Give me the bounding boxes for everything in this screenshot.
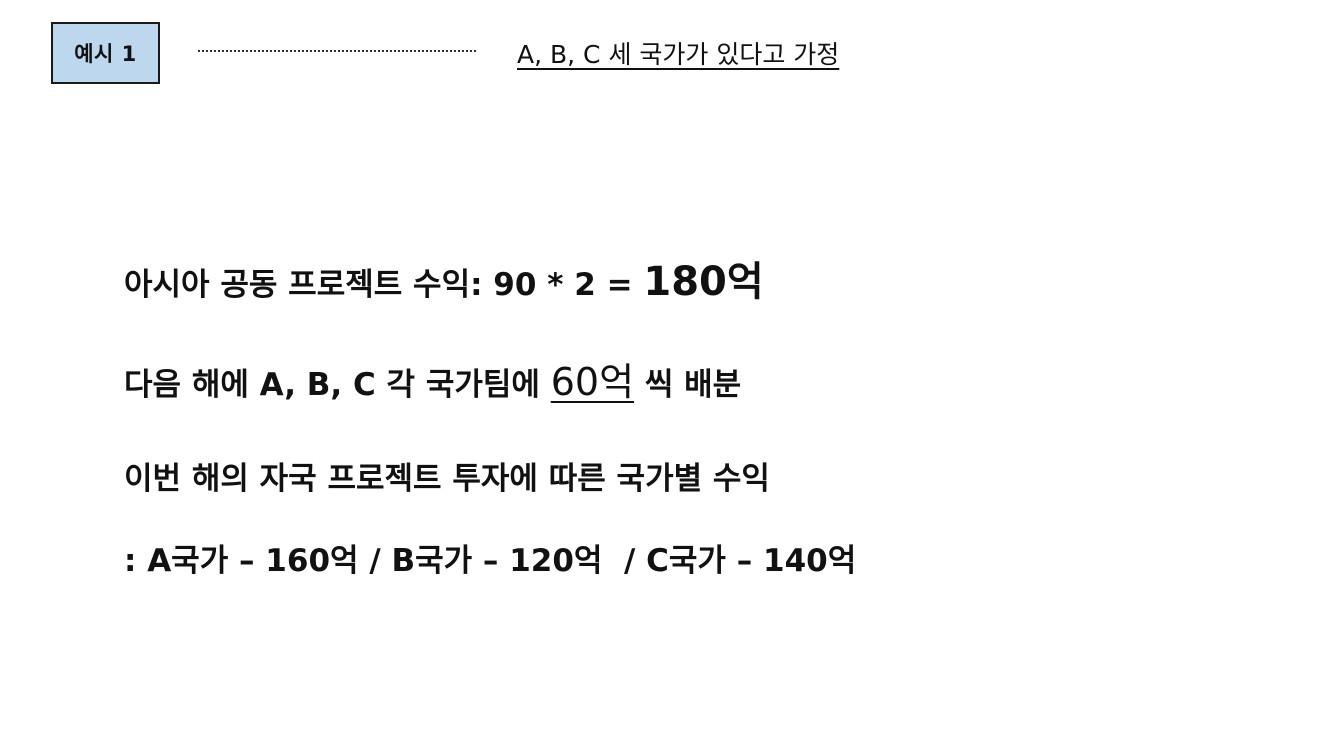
joint-project-revenue-line: 아시아 공동 프로젝트 수익: 90 * 2 = 180억: [124, 258, 764, 306]
distribution-line: 다음 해에 A, B, C 각 국가팀에 60억 씩 배분: [124, 360, 741, 406]
national-revenue-values: : A국가 – 160억 / B국가 – 120억 / C국가 – 140억: [124, 543, 857, 579]
distribution-prefix: 다음 해에 A, B, C 각 국가팀에: [124, 367, 551, 403]
example-tag: 예시 1: [51, 22, 160, 84]
joint-project-revenue-text: 아시아 공동 프로젝트 수익: 90 * 2 =: [124, 267, 644, 303]
assumption-note: A, B, C 세 국가가 있다고 가정: [517, 40, 840, 69]
dotted-connector: [198, 50, 476, 52]
national-revenue-heading: 이번 해의 자국 프로젝트 투자에 따른 국가별 수익: [124, 461, 770, 497]
joint-project-revenue-total: 180억: [643, 259, 764, 305]
example-tag-label: 예시 1: [74, 42, 137, 66]
distribution-suffix: 씩 배분: [634, 367, 742, 403]
distribution-amount: 60억: [550, 360, 635, 404]
